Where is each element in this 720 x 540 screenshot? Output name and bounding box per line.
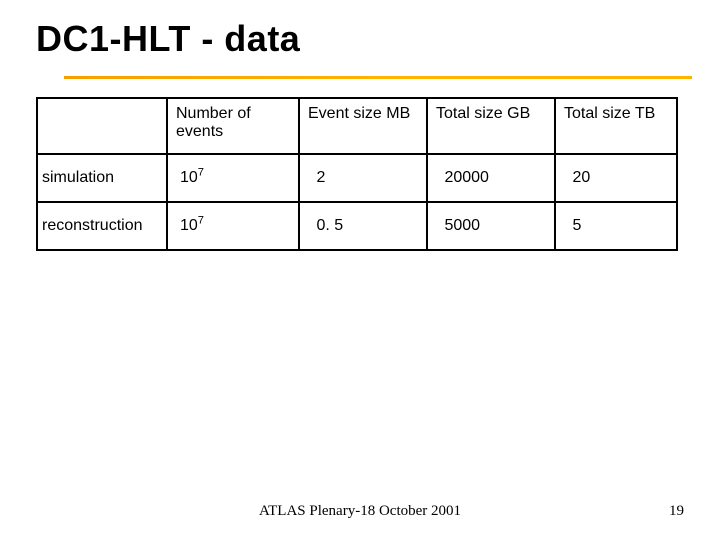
cell-nevents: 107 xyxy=(167,202,299,250)
nevents-base: 10 xyxy=(180,169,198,186)
footer-center: ATLAS Plenary-18 October 2001 xyxy=(0,503,720,520)
table-header-row: Number of events Event size MB Total siz… xyxy=(37,98,677,154)
data-table: Number of events Event size MB Total siz… xyxy=(36,97,678,251)
totaltb-value: 20 xyxy=(572,169,590,186)
eventsize-value: 2 xyxy=(316,169,325,186)
totalgb-value: 20000 xyxy=(444,169,489,186)
col-header-eventsize: Event size MB xyxy=(299,98,427,154)
page-number: 19 xyxy=(669,503,684,520)
totalgb-value: 5000 xyxy=(444,217,480,234)
totaltb-value: 5 xyxy=(572,217,581,234)
col-header-blank xyxy=(37,98,167,154)
table-row: simulation 107 2 20000 20 xyxy=(37,154,677,202)
cell-totaltb: 5 xyxy=(555,202,677,250)
cell-totaltb: 20 xyxy=(555,154,677,202)
title-underline xyxy=(64,76,692,79)
slide-title: DC1-HLT - data xyxy=(36,18,684,60)
row-label: reconstruction xyxy=(37,202,167,250)
nevents-base: 10 xyxy=(180,217,198,234)
cell-totalgb: 20000 xyxy=(427,154,555,202)
cell-eventsize: 0. 5 xyxy=(299,202,427,250)
col-header-totalgb: Total size GB xyxy=(427,98,555,154)
col-header-nevents: Number of events xyxy=(167,98,299,154)
cell-nevents: 107 xyxy=(167,154,299,202)
row-label: simulation xyxy=(37,154,167,202)
eventsize-value: 0. 5 xyxy=(316,217,343,234)
cell-eventsize: 2 xyxy=(299,154,427,202)
col-header-totaltb: Total size TB xyxy=(555,98,677,154)
cell-totalgb: 5000 xyxy=(427,202,555,250)
nevents-exp: 7 xyxy=(198,167,204,179)
nevents-exp: 7 xyxy=(198,215,204,227)
table-row: reconstruction 107 0. 5 5000 5 xyxy=(37,202,677,250)
